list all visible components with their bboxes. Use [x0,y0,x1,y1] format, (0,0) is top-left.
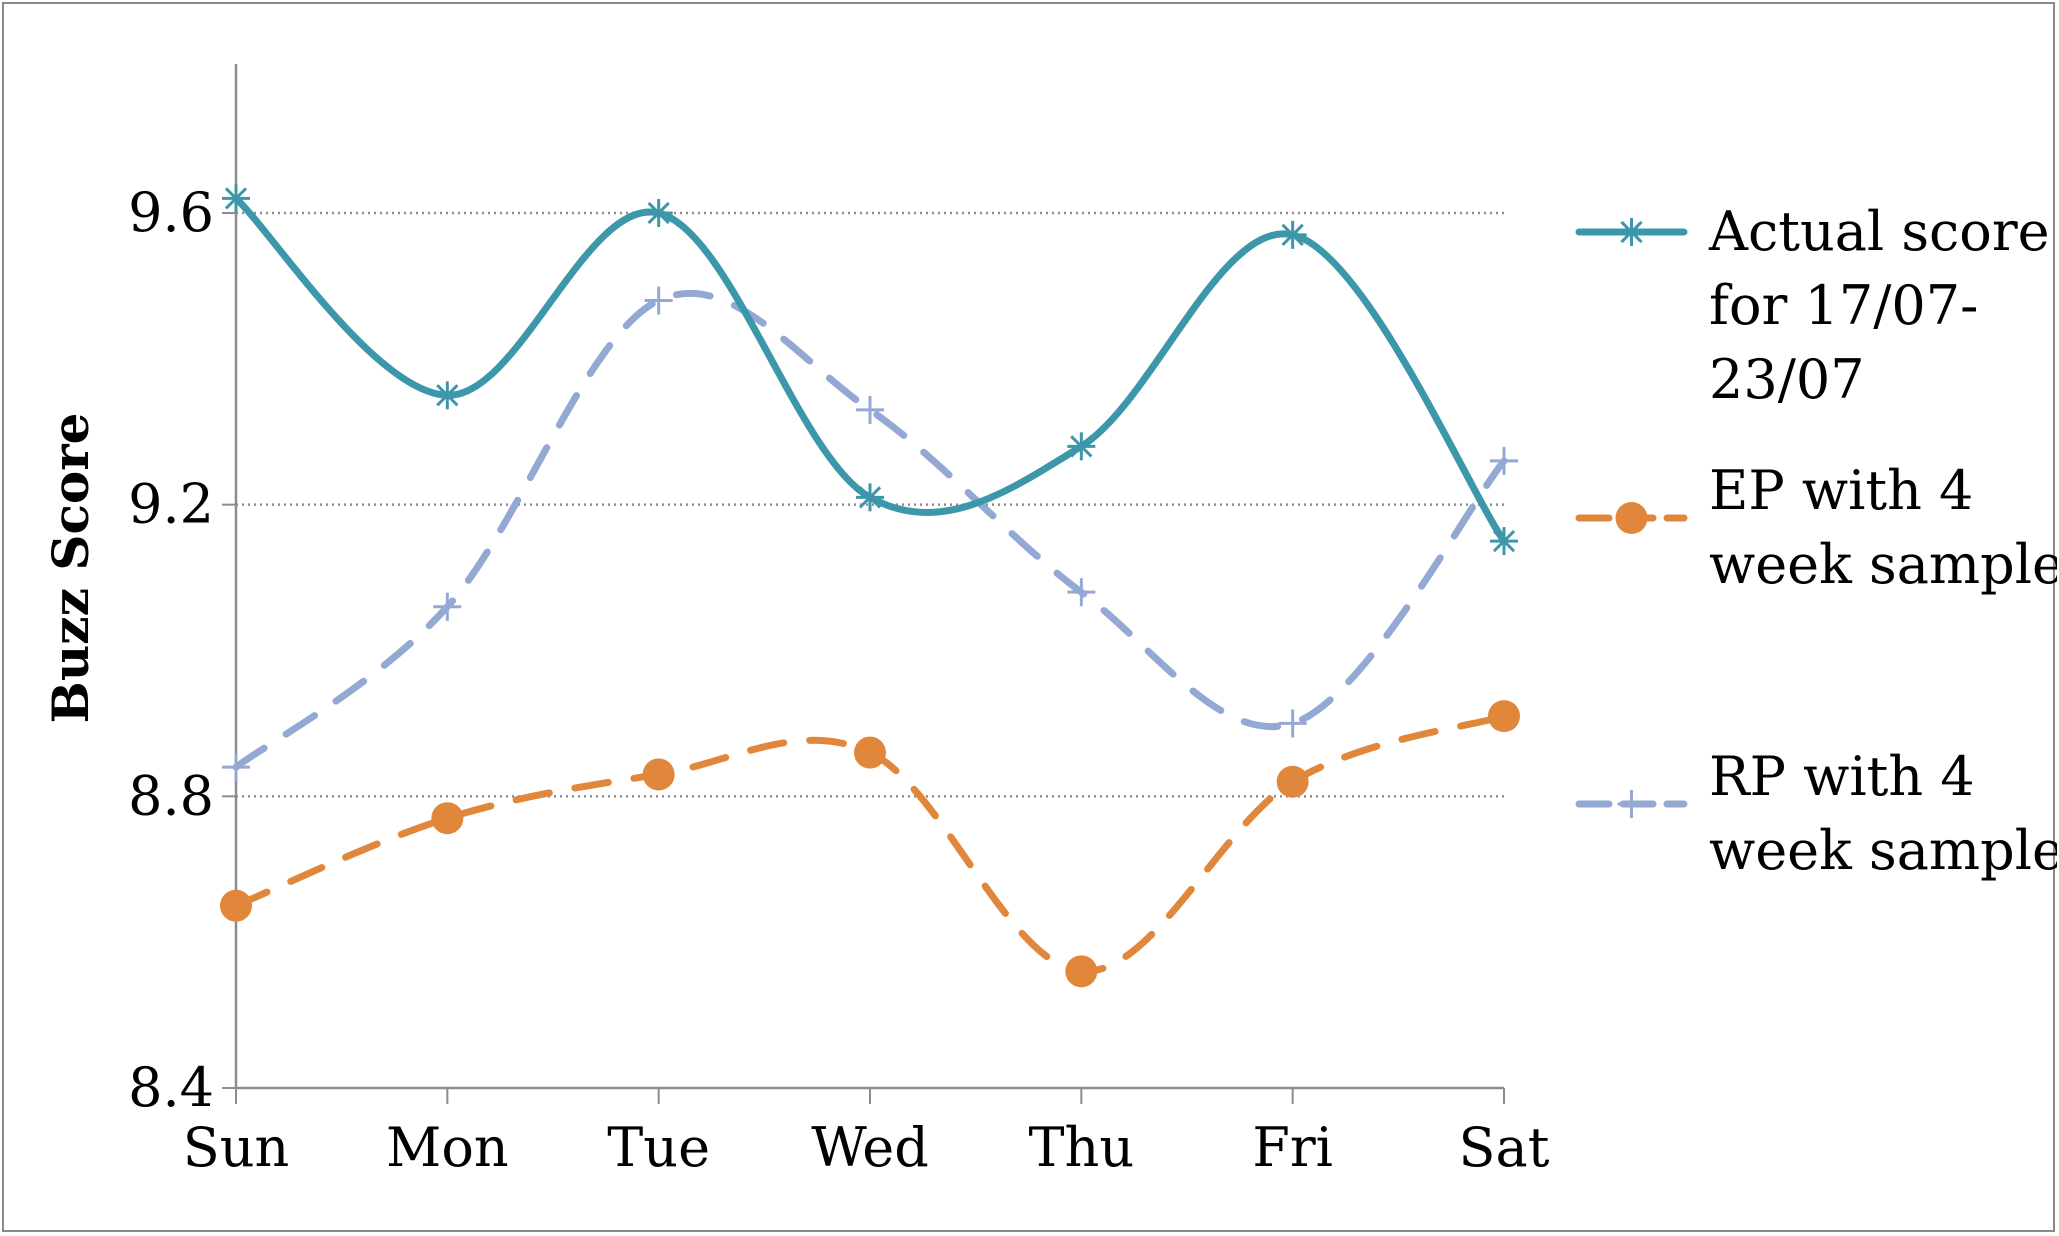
x-tick-label: Wed [811,1116,929,1179]
data-point [1278,709,1307,738]
data-point [644,286,673,315]
data-point [1278,220,1307,249]
legend-marker [1617,790,1646,818]
legend-label: Actual score [1708,200,2050,263]
x-tick-label: Thu [1029,1116,1135,1179]
legend-label: EP with 4 [1709,459,1973,522]
legend-item-2: RP with 4 week sample [1575,745,2057,882]
data-point [1490,527,1518,556]
series-line [232,290,1508,771]
data-point [1488,700,1520,733]
series-group [220,184,1520,988]
data-point [854,736,886,769]
legend-label: RP with 4 [1709,745,1975,808]
x-tick-label: Sun [183,1116,290,1179]
data-point [220,889,252,922]
data-point [644,199,673,227]
data-point [1065,955,1098,988]
data-point [433,592,462,621]
legend-label: week sample [1709,819,2057,882]
series-1 [220,700,1520,988]
line-chart: 8.4 8.8 9.2 9.6 Sun Mon Tue Wed Thu Fri Sat Actual… [41,64,2057,1179]
data-point [433,381,462,410]
data-point [1067,578,1096,607]
series-2 [222,286,1518,782]
tick-labels: 8.4 8.8 9.2 9.6 Sun Mon Tue Wed Thu Fri Sat [128,181,1550,1179]
y-tick-label: 8.4 [128,1056,214,1119]
legend-label: week sample [1709,533,2057,596]
data-point [856,395,884,424]
y-tick-label: 8.8 [128,764,214,827]
x-tick-label: Fri [1252,1116,1333,1179]
x-tick-label: Mon [386,1116,509,1179]
x-tick-label: Sat [1459,1116,1550,1179]
data-point [222,753,250,782]
legend-label: for 17/07- [1709,274,1978,337]
legend-item-1: EP with 4 week sample [1575,459,2057,596]
x-tick-label: Tue [607,1116,710,1179]
axes [222,64,1505,1104]
legend-marker [1615,502,1648,534]
y-axis-label: Buzz Score [41,413,100,724]
y-tick-label: 9.2 [128,473,214,536]
legend-marker [1617,218,1646,246]
legend-label: 23/07 [1709,348,1865,411]
data-point [642,758,675,791]
series-0 [222,184,1518,556]
y-tick-label: 9.6 [128,181,214,244]
data-point [222,184,250,213]
data-point [1276,765,1309,798]
data-point [1490,446,1518,475]
data-point [431,802,464,835]
legend-item-0: Actual score for 17/07- 23/07 [1575,200,2050,411]
data-point [1067,432,1096,461]
data-point [856,483,884,512]
legend: Actual score for 17/07- 23/07 EP with 4 week… [1575,200,2057,882]
